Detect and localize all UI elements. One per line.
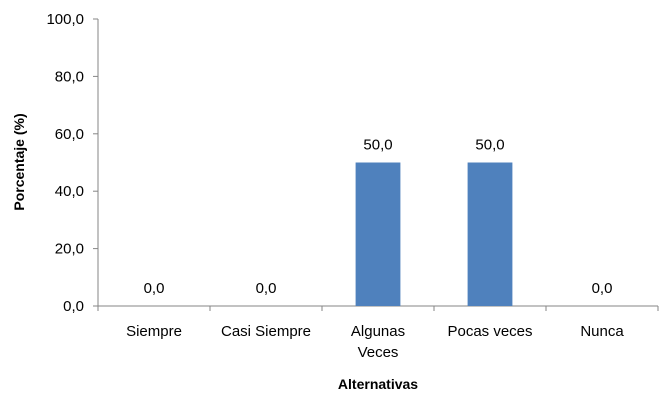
x-tick-label-line: Algunas: [351, 323, 405, 340]
bar: [355, 162, 401, 306]
x-tick-label-line: Nunca: [580, 323, 624, 340]
x-tick-label: Nunca: [580, 323, 624, 340]
y-tick-label: 20,0: [55, 241, 84, 258]
bar: [467, 162, 513, 306]
data-label: 50,0: [363, 137, 392, 154]
y-tick-label: 80,0: [55, 68, 84, 85]
x-tick-label-line: Casi Siempre: [221, 323, 311, 340]
data-label: 0,0: [144, 280, 165, 297]
y-axis-title: Porcentaje (%): [11, 113, 27, 210]
y-tick-label: 0,0: [63, 298, 84, 315]
data-label: 0,0: [592, 280, 613, 297]
y-tick-label: 100,0: [46, 11, 84, 28]
data-label: 50,0: [475, 137, 504, 154]
x-tick-label: Algunas Veces: [351, 323, 405, 361]
x-tick-label-line: Veces: [358, 344, 399, 361]
x-ticks: Siempre Casi Siempre Algunas Veces Pocas vec…: [97, 306, 659, 361]
x-tick-label: Siempre: [126, 323, 182, 340]
x-tick-label: Pocas veces: [447, 323, 532, 340]
data-label: 0,0: [256, 280, 277, 297]
bars: [355, 162, 513, 306]
y-tick-label: 40,0: [55, 183, 84, 200]
data-labels: 0,0 0,0 50,0 50,0 0,0: [144, 137, 613, 298]
x-tick-label-line: Pocas veces: [447, 323, 532, 340]
x-tick-label: Casi Siempre: [221, 323, 311, 340]
y-ticks: 0,0 20,0 40,0 60,0 80,0 100,0: [46, 11, 98, 315]
y-tick-label: 60,0: [55, 126, 84, 143]
x-axis-title: Alternativas: [338, 376, 418, 392]
x-tick-label-line: Siempre: [126, 323, 182, 340]
